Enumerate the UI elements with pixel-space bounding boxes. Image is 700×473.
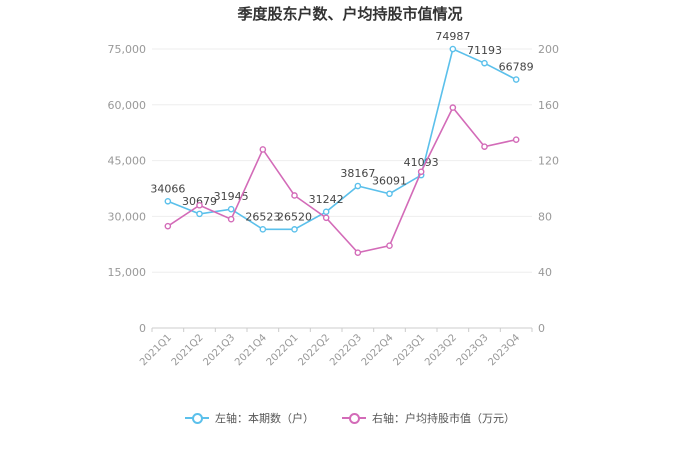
legend-marker-households-icon bbox=[185, 412, 209, 424]
data-point-1 bbox=[227, 215, 235, 223]
left-axis-tick-label: 0 bbox=[139, 322, 146, 335]
left-axis-tick-label: 75,000 bbox=[108, 43, 147, 56]
x-axis-tick-label: 2023Q4 bbox=[486, 332, 522, 368]
data-label: 38167 bbox=[340, 167, 375, 180]
data-label: 41093 bbox=[404, 156, 439, 169]
x-axis-tick-label: 2022Q1 bbox=[265, 332, 301, 368]
data-label: 31242 bbox=[309, 193, 344, 206]
data-point-0 bbox=[354, 182, 362, 190]
x-axis-tick-label: 2021Q3 bbox=[201, 332, 237, 368]
x-axis-tick-label: 2023Q1 bbox=[391, 332, 427, 368]
data-point-1 bbox=[354, 249, 362, 256]
data-point-1 bbox=[259, 146, 267, 153]
legend-item-avg-value[interactable]: 右轴：户均持股市值（万元） bbox=[342, 410, 515, 426]
data-point-1 bbox=[291, 192, 298, 199]
data-point-0 bbox=[386, 190, 393, 198]
left-axis-tick-label: 60,000 bbox=[108, 99, 147, 112]
data-point-1 bbox=[196, 201, 203, 209]
data-label: 30679 bbox=[182, 195, 217, 208]
left-axis-tick-label: 45,000 bbox=[108, 155, 147, 168]
right-axis-tick-label: 80 bbox=[538, 210, 552, 223]
x-axis-tick-label: 2021Q2 bbox=[170, 332, 206, 368]
left-axis-tick-label: 30,000 bbox=[108, 210, 147, 223]
data-label: 26523 bbox=[245, 210, 280, 223]
data-label: 71193 bbox=[467, 44, 502, 57]
series-line-1 bbox=[167, 106, 517, 254]
legend-marker-avg-value-icon bbox=[342, 412, 366, 424]
x-axis-tick-label: 2023Q2 bbox=[423, 332, 459, 368]
data-point-1 bbox=[386, 242, 393, 249]
data-point-1 bbox=[164, 222, 172, 230]
data-label: 36091 bbox=[372, 175, 407, 188]
data-label: 74987 bbox=[435, 30, 470, 43]
x-axis-tick-label: 2021Q1 bbox=[138, 332, 174, 368]
x-axis-tick-label: 2023Q3 bbox=[455, 332, 491, 368]
x-axis-tick-label: 2022Q3 bbox=[328, 332, 364, 368]
data-point-0 bbox=[227, 205, 235, 213]
x-axis-tick-label: 2021Q4 bbox=[233, 332, 269, 368]
right-axis-tick-label: 160 bbox=[538, 99, 559, 112]
x-axis-tick-label: 2022Q2 bbox=[296, 332, 332, 368]
data-point-0 bbox=[449, 45, 457, 53]
data-point-0 bbox=[196, 210, 203, 218]
legend-label-avg-value: 右轴：户均持股市值（万元） bbox=[372, 412, 515, 425]
series-line-0 bbox=[167, 47, 517, 231]
data-point-0 bbox=[164, 197, 172, 205]
data-point-1 bbox=[481, 143, 488, 150]
right-axis-tick-label: 0 bbox=[538, 322, 545, 335]
data-label: 66789 bbox=[499, 61, 534, 74]
data-point-1 bbox=[322, 214, 330, 222]
data-point-0 bbox=[481, 59, 488, 67]
legend-item-households[interactable]: 左轴：本期数（户） bbox=[185, 410, 314, 426]
data-point-1 bbox=[512, 136, 520, 143]
data-point-1 bbox=[449, 104, 457, 111]
data-point-0 bbox=[259, 226, 267, 233]
data-point-0 bbox=[322, 208, 330, 216]
legend-label-households: 左轴：本期数（户） bbox=[215, 412, 314, 425]
data-label: 26520 bbox=[277, 210, 312, 223]
left-axis-tick-label: 15,000 bbox=[108, 266, 147, 279]
right-axis-tick-label: 40 bbox=[538, 266, 552, 279]
right-axis-tick-label: 200 bbox=[538, 43, 559, 56]
data-point-1 bbox=[417, 168, 425, 176]
data-label: 34066 bbox=[150, 182, 185, 195]
x-axis-tick-label: 2022Q4 bbox=[360, 332, 396, 368]
data-point-0 bbox=[291, 226, 298, 233]
data-point-0 bbox=[512, 76, 520, 83]
chart-title: 季度股东户数、户均持股市值情况 bbox=[237, 5, 463, 23]
right-axis-tick-label: 120 bbox=[538, 155, 559, 168]
legend: 左轴：本期数（户） 右轴：户均持股市值（万元） bbox=[0, 410, 700, 426]
